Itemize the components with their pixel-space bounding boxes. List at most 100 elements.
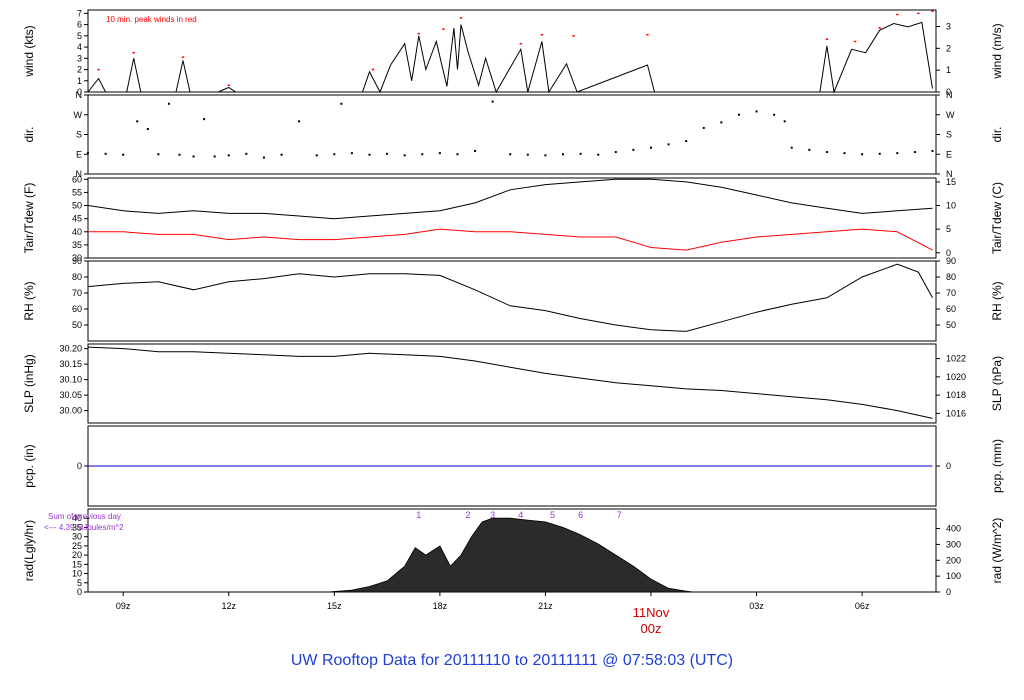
left-tick-label: 0 xyxy=(77,461,82,471)
right-tick-label: 0 xyxy=(946,87,951,97)
x-tick-label: 18z xyxy=(433,601,448,611)
wind-direction-point xyxy=(526,153,529,156)
left-tick-label: 55 xyxy=(72,187,82,197)
page-title: UW Rooftop Data for 20111110 to 20111111… xyxy=(290,652,734,669)
wind-direction-point xyxy=(649,146,652,149)
right-tick-label: 0 xyxy=(946,461,951,471)
right-tick-label: E xyxy=(946,149,952,159)
wind-direction-point xyxy=(438,152,441,155)
left-tick-label: 6 xyxy=(77,20,82,30)
wind-direction-point xyxy=(122,153,125,156)
wind-direction-point xyxy=(421,153,424,156)
right-tick-label: 60 xyxy=(946,304,956,314)
left-tick-label: 2 xyxy=(77,65,82,75)
left-tick-label: N xyxy=(76,90,83,100)
wind-direction-point xyxy=(456,153,459,156)
hour-marker-label: 7 xyxy=(617,510,622,520)
wind-direction-point xyxy=(720,121,723,124)
hour-marker-label: 3 xyxy=(490,510,495,520)
radiation-area xyxy=(327,517,694,593)
wind-direction-point xyxy=(861,153,864,156)
wind-direction-point xyxy=(245,152,248,155)
wind-direction-point xyxy=(192,155,195,158)
x-tick-label: 15z xyxy=(327,601,342,611)
right-tick-label: 3 xyxy=(946,21,951,31)
wind-direction-point xyxy=(298,120,301,123)
right-tick-label: 1020 xyxy=(946,372,966,382)
wind-direction-point xyxy=(579,152,582,155)
right-tick-label: N xyxy=(946,169,953,179)
left-tick-label: 20 xyxy=(72,550,82,560)
left-tick-label: 45 xyxy=(72,214,82,224)
right-tick-label: 90 xyxy=(946,256,956,266)
panel-frame-direction xyxy=(87,94,937,175)
left-tick-label: 30.20 xyxy=(59,344,82,354)
left-tick-label: 15 xyxy=(72,559,82,569)
wind-note: 10 min. peak winds in red xyxy=(106,15,197,24)
left-tick-label: 30.15 xyxy=(59,359,82,369)
wind-direction-point xyxy=(896,152,899,155)
left-tick-label: 10 xyxy=(72,569,82,579)
wind-direction-point xyxy=(157,153,160,156)
wind-direction-point xyxy=(315,154,318,157)
wind-direction-point xyxy=(783,120,786,123)
wind-direction-point xyxy=(203,118,206,121)
right-tick-label: 1018 xyxy=(946,390,966,400)
left-tick-label: 35 xyxy=(72,522,82,532)
left-tick-label: 0 xyxy=(77,87,82,97)
wind-direction-point xyxy=(843,152,846,155)
right-tick-label: 1022 xyxy=(946,354,966,364)
x-tick-label: 06z xyxy=(855,601,870,611)
series-line-pressure-0 xyxy=(87,346,933,419)
left-tick-label: W xyxy=(74,110,83,120)
wind-direction-point xyxy=(773,113,776,116)
left-tick-label: 30.00 xyxy=(59,406,82,416)
left-tick-label: 40 xyxy=(72,227,82,237)
wind-direction-point xyxy=(146,128,149,131)
left-tick-label: 25 xyxy=(72,541,82,551)
wind-direction-point xyxy=(755,110,758,113)
wind-direction-point xyxy=(808,148,811,151)
x-date-sublabel: 00z xyxy=(641,621,662,636)
panel-frame-pressure xyxy=(87,343,937,424)
series-line-temperature-0 xyxy=(87,178,933,220)
right-tick-label: 0 xyxy=(946,248,951,258)
right-tick-label: 100 xyxy=(946,571,961,581)
right-tick-label: 300 xyxy=(946,539,961,549)
wind-direction-point xyxy=(403,154,406,157)
right-tick-label: 5 xyxy=(946,224,951,234)
left-tick-label: N xyxy=(76,169,83,179)
right-tick-label: 400 xyxy=(946,524,961,534)
right-tick-label: 1 xyxy=(946,65,951,75)
wind-direction-point xyxy=(544,154,547,157)
right-tick-label: W xyxy=(946,110,955,120)
wind-direction-point xyxy=(790,146,793,149)
x-tick-label: 12z xyxy=(221,601,236,611)
y-axis-label-left: rad(Lgly/hr) xyxy=(22,520,36,581)
right-tick-label: 10 xyxy=(946,201,956,211)
left-tick-label: 30 xyxy=(72,253,82,263)
x-tick-label: 09z xyxy=(116,601,131,611)
wind-direction-point xyxy=(340,102,343,105)
left-tick-label: 80 xyxy=(72,272,82,282)
wind-direction-point xyxy=(702,126,705,129)
wind-direction-point xyxy=(136,120,139,123)
left-tick-label: 0 xyxy=(77,587,82,597)
right-tick-label: 1016 xyxy=(946,408,966,418)
wind-direction-point xyxy=(386,152,389,155)
right-tick-label: N xyxy=(946,90,953,100)
wind-direction-point xyxy=(667,143,670,146)
left-tick-label: 30.10 xyxy=(59,375,82,385)
left-tick-label: 50 xyxy=(72,320,82,330)
panel-frame-temperature xyxy=(87,177,937,259)
wind-direction-point xyxy=(878,152,881,155)
wind-direction-point xyxy=(509,153,512,156)
y-axis-label-right: wind (m/s) xyxy=(990,23,1004,79)
left-tick-label: 35 xyxy=(72,240,82,250)
right-tick-label: 0 xyxy=(946,587,951,597)
wind-direction-point xyxy=(350,152,353,155)
y-axis-label-right: pcp. (mm) xyxy=(990,439,1004,493)
left-tick-label: 3 xyxy=(77,53,82,63)
